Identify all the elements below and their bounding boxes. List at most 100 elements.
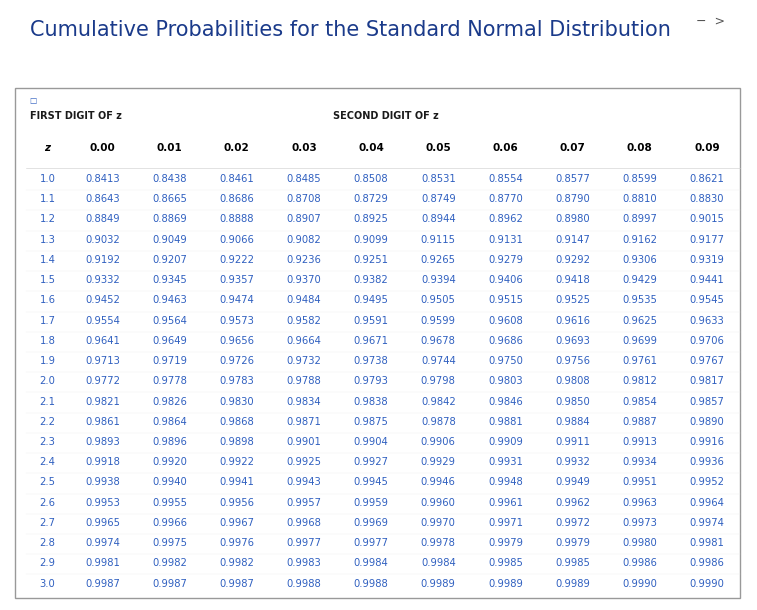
Text: 0.9756: 0.9756 xyxy=(555,356,590,366)
Text: 0.9564: 0.9564 xyxy=(152,315,187,326)
Text: 0.9750: 0.9750 xyxy=(488,356,523,366)
Text: 0.9671: 0.9671 xyxy=(354,336,388,346)
Text: 0.8686: 0.8686 xyxy=(220,194,254,204)
Text: 0.03: 0.03 xyxy=(291,143,317,153)
FancyBboxPatch shape xyxy=(15,88,740,598)
Text: 0.8577: 0.8577 xyxy=(555,174,590,184)
Text: 0.9726: 0.9726 xyxy=(220,356,254,366)
Text: 1.4: 1.4 xyxy=(39,255,55,265)
Text: 0.9990: 0.9990 xyxy=(622,578,657,589)
Text: 0.9545: 0.9545 xyxy=(690,295,724,306)
Text: 0.9927: 0.9927 xyxy=(354,457,388,467)
Text: 0.9981: 0.9981 xyxy=(690,538,724,548)
Text: 0.9817: 0.9817 xyxy=(690,376,724,386)
Text: 0.9861: 0.9861 xyxy=(85,417,120,427)
Text: 0.9332: 0.9332 xyxy=(85,275,120,285)
Text: 0.9936: 0.9936 xyxy=(690,457,724,467)
Text: 1.6: 1.6 xyxy=(39,295,55,306)
Text: 0.9678: 0.9678 xyxy=(421,336,456,346)
Text: 1.7: 1.7 xyxy=(39,315,55,326)
Text: 0.9955: 0.9955 xyxy=(152,498,187,508)
Text: 0.9975: 0.9975 xyxy=(152,538,187,548)
Text: 0.9920: 0.9920 xyxy=(152,457,187,467)
Text: 0.9778: 0.9778 xyxy=(152,376,187,386)
Text: 0.01: 0.01 xyxy=(157,143,182,153)
Text: 0.9649: 0.9649 xyxy=(152,336,187,346)
Text: 0.9664: 0.9664 xyxy=(286,336,322,346)
Text: 0.9901: 0.9901 xyxy=(286,437,322,447)
Text: 0.9265: 0.9265 xyxy=(421,255,456,265)
Text: 0.9418: 0.9418 xyxy=(555,275,590,285)
Text: 0.9884: 0.9884 xyxy=(555,417,590,427)
Text: 0.8925: 0.8925 xyxy=(354,215,388,224)
Text: 0.9798: 0.9798 xyxy=(421,376,456,386)
Text: 0.9984: 0.9984 xyxy=(421,558,456,569)
Text: 0.9985: 0.9985 xyxy=(488,558,523,569)
Text: 0.9306: 0.9306 xyxy=(622,255,657,265)
Text: 0.9049: 0.9049 xyxy=(152,235,187,245)
Text: 0.9474: 0.9474 xyxy=(220,295,254,306)
Text: 0.9821: 0.9821 xyxy=(85,396,120,406)
Text: 0.9967: 0.9967 xyxy=(220,518,254,528)
Text: 0.9452: 0.9452 xyxy=(85,295,120,306)
Text: 0.9949: 0.9949 xyxy=(555,478,590,487)
Text: 0.9830: 0.9830 xyxy=(220,396,254,406)
Text: 0.9969: 0.9969 xyxy=(354,518,388,528)
Text: 0.9965: 0.9965 xyxy=(85,518,120,528)
Text: 0.9985: 0.9985 xyxy=(555,558,590,569)
Text: 0.8621: 0.8621 xyxy=(690,174,724,184)
Text: 0.9982: 0.9982 xyxy=(220,558,254,569)
Text: 1.3: 1.3 xyxy=(39,235,55,245)
Text: □: □ xyxy=(30,96,37,105)
Text: 0.9738: 0.9738 xyxy=(354,356,388,366)
Text: 0.8997: 0.8997 xyxy=(622,215,657,224)
Text: 0.9177: 0.9177 xyxy=(690,235,724,245)
Text: 0.9783: 0.9783 xyxy=(220,376,254,386)
Text: 0.00: 0.00 xyxy=(89,143,115,153)
Text: 0.9972: 0.9972 xyxy=(555,518,590,528)
Text: 0.9693: 0.9693 xyxy=(555,336,590,346)
Text: 0.9370: 0.9370 xyxy=(287,275,321,285)
Text: 0.9131: 0.9131 xyxy=(488,235,523,245)
Text: 0.9977: 0.9977 xyxy=(286,538,322,548)
Text: 0.9463: 0.9463 xyxy=(152,295,187,306)
Text: 0.9015: 0.9015 xyxy=(690,215,724,224)
Text: 0.9988: 0.9988 xyxy=(354,578,388,589)
Text: 0.8531: 0.8531 xyxy=(421,174,456,184)
Text: 0.9979: 0.9979 xyxy=(488,538,523,548)
Text: 2.2: 2.2 xyxy=(39,417,55,427)
Text: 0.9871: 0.9871 xyxy=(286,417,322,427)
Text: 0.8554: 0.8554 xyxy=(488,174,523,184)
Text: 0.9952: 0.9952 xyxy=(690,478,724,487)
Text: 0.9633: 0.9633 xyxy=(690,315,724,326)
Text: 0.9956: 0.9956 xyxy=(220,498,254,508)
Text: 0.9938: 0.9938 xyxy=(85,478,120,487)
Text: 0.9515: 0.9515 xyxy=(488,295,523,306)
Text: 0.9977: 0.9977 xyxy=(354,538,388,548)
Text: 0.9382: 0.9382 xyxy=(354,275,388,285)
Text: 1.5: 1.5 xyxy=(39,275,55,285)
Text: 0.9641: 0.9641 xyxy=(85,336,120,346)
Text: 0.9968: 0.9968 xyxy=(286,518,322,528)
Text: 0.9970: 0.9970 xyxy=(421,518,456,528)
Text: 0.8888: 0.8888 xyxy=(220,215,254,224)
Text: 0.9686: 0.9686 xyxy=(488,336,523,346)
Text: 0.06: 0.06 xyxy=(493,143,519,153)
Text: 0.9963: 0.9963 xyxy=(622,498,657,508)
Text: 0.8643: 0.8643 xyxy=(85,194,120,204)
Text: 0.9525: 0.9525 xyxy=(555,295,590,306)
Text: 0.9960: 0.9960 xyxy=(421,498,456,508)
Text: 0.8830: 0.8830 xyxy=(690,194,724,204)
Text: 0.9964: 0.9964 xyxy=(690,498,724,508)
Text: 0.9099: 0.9099 xyxy=(354,235,388,245)
Text: 0.9990: 0.9990 xyxy=(690,578,724,589)
Text: 0.9719: 0.9719 xyxy=(152,356,187,366)
Text: 0.9929: 0.9929 xyxy=(421,457,456,467)
Text: 0.9505: 0.9505 xyxy=(421,295,456,306)
Text: 0.8810: 0.8810 xyxy=(622,194,657,204)
Text: 0.9535: 0.9535 xyxy=(622,295,657,306)
Text: 2.6: 2.6 xyxy=(39,498,55,508)
Text: 0.9706: 0.9706 xyxy=(690,336,724,346)
Text: 0.9744: 0.9744 xyxy=(421,356,456,366)
Text: 0.9279: 0.9279 xyxy=(488,255,523,265)
